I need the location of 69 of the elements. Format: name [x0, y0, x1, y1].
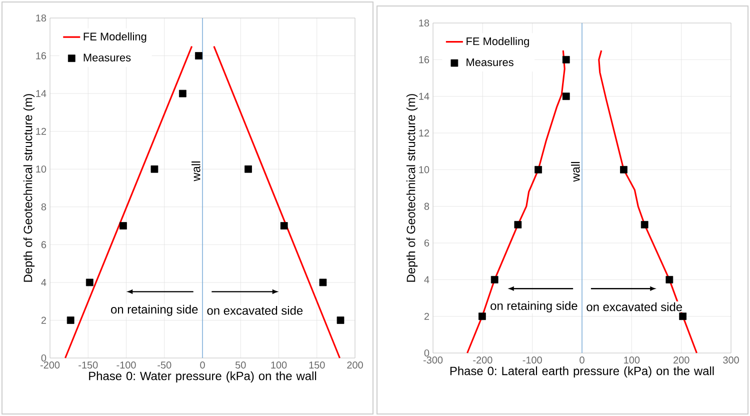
point	[679, 312, 687, 320]
y-tick-label: 2	[41, 316, 46, 324]
annotation: on excavated side	[207, 306, 303, 315]
y-tick-label: 18	[419, 19, 430, 27]
x-tick-label: 200	[674, 356, 690, 364]
ref-line-label: wall	[192, 162, 200, 182]
point	[178, 90, 186, 98]
y-tick-label: 12	[36, 128, 46, 135]
y-axis-title: Depth of Geotechnical structure (m)	[406, 94, 418, 282]
x-tick-label: -150	[78, 362, 98, 369]
y-tick-label: 4	[424, 276, 430, 284]
y-tick-label: 4	[41, 279, 46, 286]
ref-line-label: wall	[571, 162, 580, 182]
x-tick-label: 200	[347, 362, 363, 369]
x-tick-label: -100	[522, 356, 542, 364]
y-tick-label: 6	[41, 241, 46, 248]
y-tick-label: 16	[419, 56, 430, 64]
y-tick-label: 16	[36, 52, 46, 60]
y-tick-label: 10	[419, 166, 430, 174]
x-tick-label: 0	[200, 362, 205, 369]
x-tick-label: -100	[116, 362, 136, 369]
x-tick-label: 150	[309, 362, 325, 369]
point	[620, 166, 628, 174]
y-tick-label: 12	[419, 130, 429, 136]
x-tick-label: 50	[235, 362, 246, 369]
legend-label: FE Modelling	[84, 32, 146, 43]
y-tick-label: 18	[36, 14, 46, 22]
annotation: on retaining side	[490, 301, 578, 312]
x-tick-label: 0	[580, 356, 584, 364]
point	[490, 276, 498, 284]
x-tick-label: 100	[624, 356, 640, 364]
point	[66, 316, 74, 324]
x-axis-title: Phase 0: Water pressure (kPa) on the wall	[89, 371, 316, 383]
point	[640, 220, 648, 228]
legend-label: Measures	[466, 58, 514, 66]
x-tick-label: -50	[158, 362, 172, 369]
y-tick-label: 10	[36, 166, 46, 173]
point	[478, 312, 486, 320]
x-axis-title: Phase 0: Lateral earth pressure (kPa) on the wall	[450, 366, 714, 378]
point	[120, 222, 127, 230]
point	[534, 166, 542, 174]
y-tick-label: 2	[424, 312, 429, 320]
y-tick-label: 8	[424, 202, 430, 210]
point	[195, 52, 202, 60]
x-tick-label: -200	[473, 356, 492, 364]
y-tick-label: 8	[41, 203, 46, 210]
y-tick-label: 0	[424, 349, 430, 357]
point	[666, 276, 674, 284]
x-tick-label: 300	[723, 356, 739, 364]
legend-label: Measures	[84, 54, 131, 62]
y-axis-title: Depth of Geotechnical structure (m)	[23, 94, 35, 282]
point	[244, 165, 252, 173]
y-tick-label: 14	[36, 90, 46, 97]
annotation: on excavated side	[586, 302, 682, 312]
y-tick-label: 6	[424, 239, 430, 247]
x-tick-label: -200	[40, 362, 60, 369]
legend-label: FE Modelling	[466, 37, 529, 48]
point	[562, 56, 570, 64]
point	[86, 278, 94, 286]
point	[514, 220, 522, 228]
point	[280, 222, 288, 230]
x-tick-label: 100	[271, 362, 287, 369]
x-tick-label: -300	[423, 356, 443, 364]
point	[319, 278, 327, 286]
annotation: on retaining side	[111, 304, 198, 316]
point	[562, 92, 570, 100]
y-tick-label: 14	[419, 92, 430, 100]
point	[336, 316, 344, 324]
point	[150, 165, 158, 173]
